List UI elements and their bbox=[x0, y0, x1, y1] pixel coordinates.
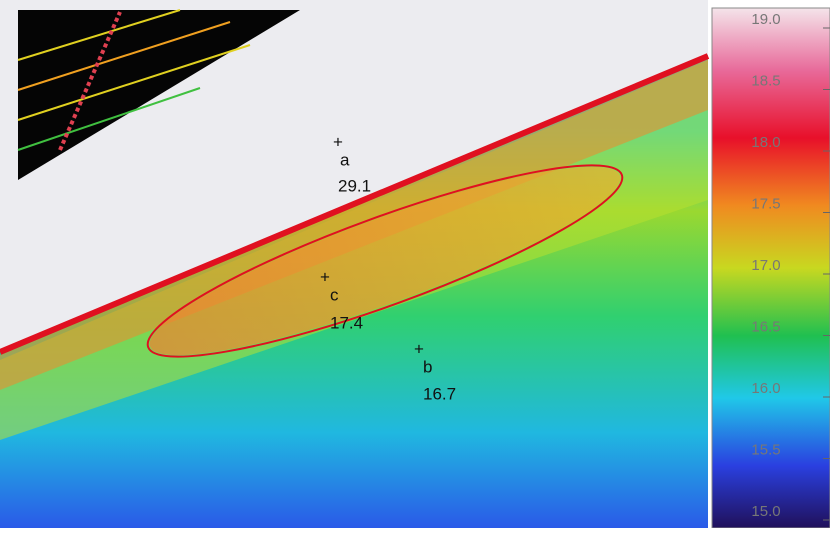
scale-label: 17.5 bbox=[751, 195, 780, 212]
thermal-view: + a 29.1 + c 17.4 + b 16.7 19.018.518.01… bbox=[0, 0, 830, 528]
marker-value: 17.4 bbox=[330, 313, 363, 332]
color-scale: 19.0 18.5 18.0 17.5 17.0 16.5 16.0 15.5 15.0 bbox=[712, 8, 830, 528]
scale-label: 18.0 bbox=[751, 134, 780, 151]
cursor: + bbox=[320, 267, 330, 286]
scale-label: 15.0 bbox=[751, 503, 780, 520]
scale-label: 19.0 bbox=[751, 11, 780, 28]
page: {"markers": [{"letter": "a", "value": "2… bbox=[0, 0, 830, 528]
marker-value: 29.1 bbox=[338, 176, 371, 195]
cursor: + bbox=[414, 339, 424, 358]
marker-letter: b bbox=[423, 357, 432, 376]
marker-letter: c bbox=[330, 285, 339, 304]
scale-label: 16.5 bbox=[751, 318, 780, 335]
marker-letter: a bbox=[340, 150, 350, 169]
thermal-image bbox=[0, 0, 708, 528]
cursor: + bbox=[333, 132, 343, 151]
scale-label: 15.5 bbox=[751, 441, 780, 458]
scale-label: 18.5 bbox=[751, 72, 780, 89]
scale-label: 17.0 bbox=[751, 257, 780, 274]
scale-label: 16.0 bbox=[751, 380, 780, 397]
marker-value: 16.7 bbox=[423, 384, 456, 403]
